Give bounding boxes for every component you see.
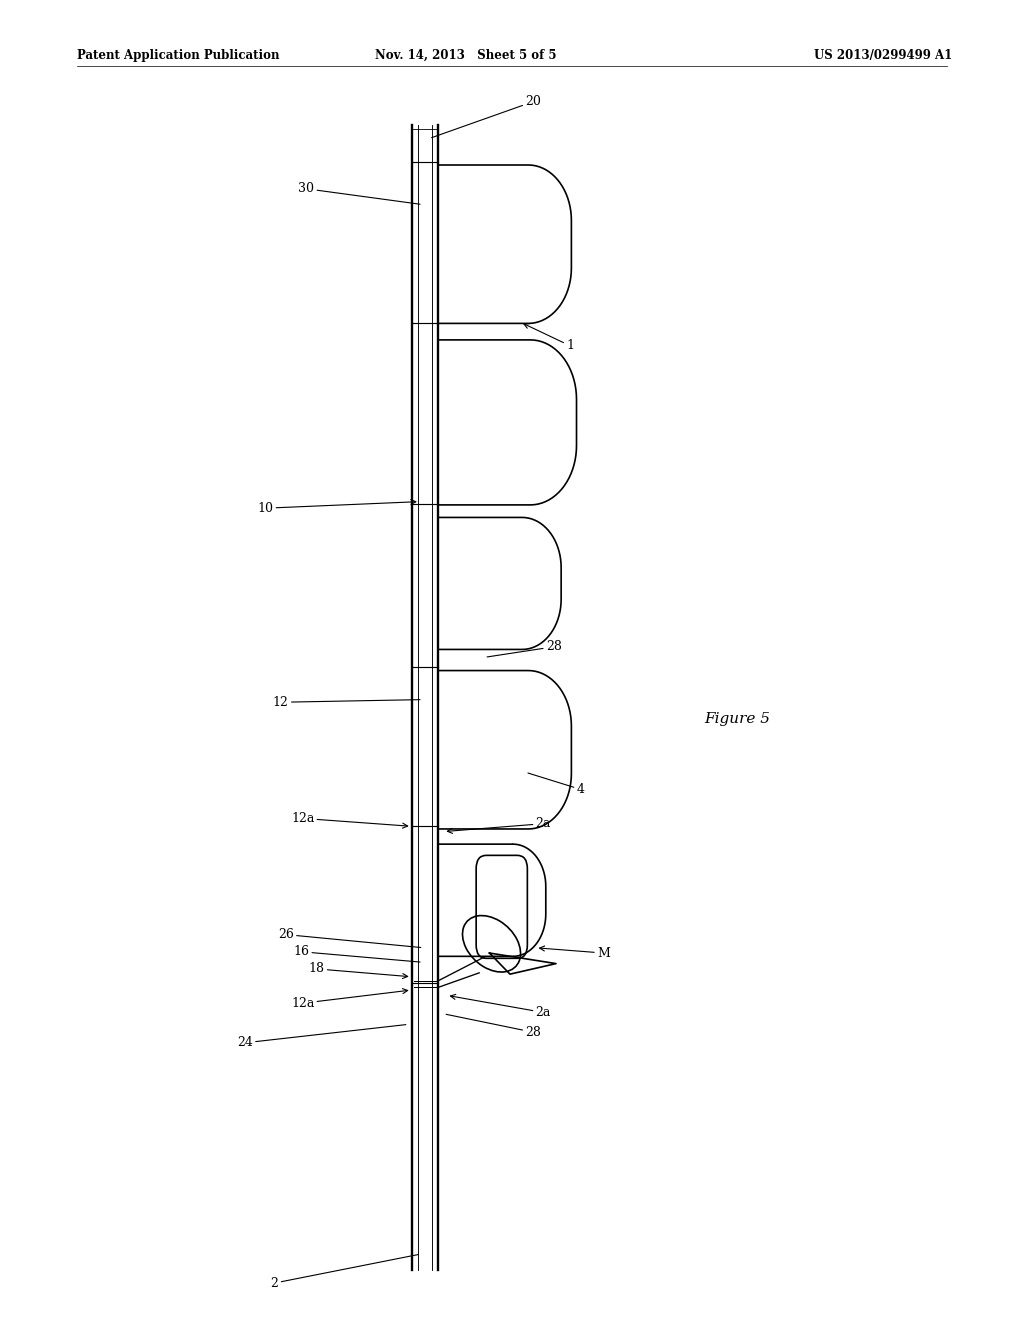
Text: 18: 18: [308, 962, 408, 978]
Text: 4: 4: [528, 774, 585, 796]
Text: 16: 16: [293, 945, 420, 962]
Text: 26: 26: [278, 928, 421, 948]
Text: 28: 28: [487, 640, 562, 657]
Text: 2a: 2a: [447, 817, 551, 833]
Text: 12a: 12a: [291, 812, 408, 828]
Text: Figure 5: Figure 5: [705, 713, 770, 726]
Text: 12a: 12a: [291, 989, 408, 1010]
Text: 28: 28: [446, 1014, 542, 1039]
Text: 10: 10: [257, 499, 416, 515]
Text: 2: 2: [270, 1254, 418, 1290]
Text: Patent Application Publication: Patent Application Publication: [77, 49, 280, 62]
Text: Nov. 14, 2013   Sheet 5 of 5: Nov. 14, 2013 Sheet 5 of 5: [375, 49, 557, 62]
Text: US 2013/0299499 A1: US 2013/0299499 A1: [814, 49, 952, 62]
Text: 24: 24: [237, 1024, 406, 1049]
Text: 20: 20: [431, 95, 542, 137]
Text: 1: 1: [524, 323, 574, 352]
Text: 30: 30: [298, 182, 420, 205]
Text: M: M: [540, 946, 610, 960]
Text: 2a: 2a: [451, 994, 551, 1019]
Text: 12: 12: [272, 696, 420, 709]
